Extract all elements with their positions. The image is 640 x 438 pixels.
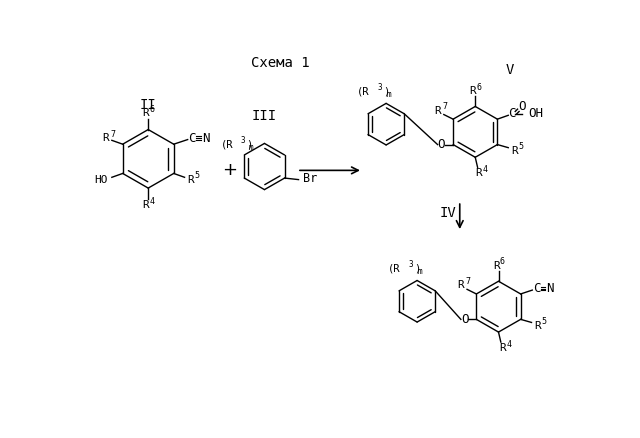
Text: 7: 7 [110, 130, 115, 139]
Text: 5: 5 [195, 171, 200, 180]
Text: ): ) [246, 139, 252, 149]
Text: 4: 4 [506, 340, 511, 349]
Text: N: N [547, 282, 554, 295]
Text: 6: 6 [500, 258, 505, 266]
Text: ): ) [383, 86, 389, 96]
Text: Br: Br [303, 172, 317, 185]
Text: m: m [387, 90, 392, 99]
Text: 3: 3 [408, 260, 413, 269]
Text: R: R [143, 108, 149, 118]
Text: +: + [222, 161, 237, 180]
Text: m: m [248, 143, 253, 152]
Text: OH: OH [529, 107, 543, 120]
Text: O: O [518, 100, 526, 113]
Text: Схема 1: Схема 1 [251, 56, 309, 70]
Text: 7: 7 [465, 277, 470, 286]
Text: V: V [506, 63, 515, 77]
Text: R: R [534, 321, 541, 331]
Text: 6: 6 [150, 105, 155, 114]
Text: (R: (R [388, 263, 400, 273]
Text: 7: 7 [442, 102, 447, 111]
Text: R: R [511, 146, 518, 156]
Text: 4: 4 [483, 165, 488, 174]
Text: II: II [140, 98, 157, 112]
Text: R: R [493, 261, 500, 271]
Text: 4: 4 [150, 197, 155, 206]
Text: 5: 5 [541, 317, 547, 326]
Text: N: N [202, 131, 209, 145]
Text: IV: IV [440, 206, 456, 220]
Text: m: m [418, 267, 422, 276]
Text: 5: 5 [518, 142, 523, 152]
Text: C: C [508, 106, 516, 120]
Text: R: R [458, 280, 464, 290]
Text: (R: (R [356, 86, 369, 96]
Text: R: R [143, 200, 149, 210]
Text: R: R [434, 106, 441, 116]
Text: (R: (R [221, 139, 234, 149]
Text: C: C [533, 282, 541, 295]
Text: C: C [189, 131, 196, 145]
Text: 3: 3 [241, 136, 245, 145]
Text: 6: 6 [477, 83, 482, 92]
Text: 3: 3 [378, 83, 382, 92]
Text: HO: HO [94, 175, 108, 184]
Text: III: III [252, 110, 277, 124]
Text: R: R [102, 133, 109, 143]
Text: O: O [438, 138, 445, 151]
Text: O: O [461, 313, 468, 326]
Text: R: R [470, 86, 476, 96]
Text: R: R [188, 175, 194, 184]
Text: R: R [476, 169, 483, 178]
Text: R: R [499, 343, 506, 353]
Text: ): ) [414, 263, 420, 273]
